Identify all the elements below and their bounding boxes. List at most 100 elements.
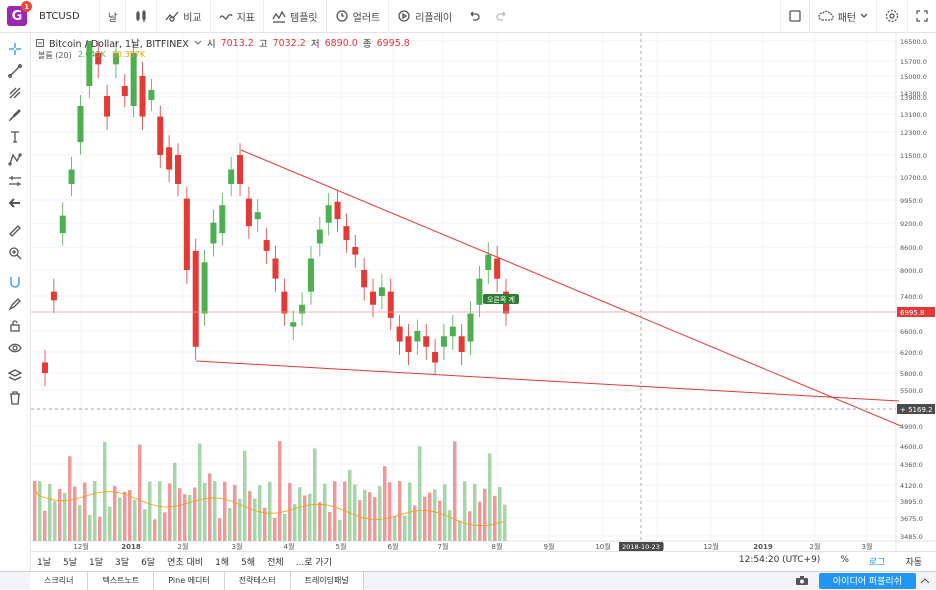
redo-button[interactable] xyxy=(488,0,516,33)
replay-icon xyxy=(398,10,410,22)
delete-tool[interactable] xyxy=(5,389,25,407)
volume-value: 2.043K xyxy=(77,50,106,59)
replay-button[interactable]: 리플레이 xyxy=(388,0,460,33)
alerts-button[interactable]: 얼러트 xyxy=(325,0,389,33)
trash-icon xyxy=(10,391,20,405)
chevron-down-icon[interactable] xyxy=(194,40,202,46)
publish-idea-button[interactable]: 아이디어 퍼블리쉬 xyxy=(818,572,916,589)
volume-bar xyxy=(63,493,67,541)
volume-bar xyxy=(273,517,277,541)
volume-bar xyxy=(123,491,127,541)
percent-toggle[interactable]: % xyxy=(840,555,849,565)
volume-bar xyxy=(148,481,152,541)
templates-label: 템플릿 xyxy=(290,12,318,24)
templates-button[interactable]: 템플릿 xyxy=(263,0,326,33)
volume-bar xyxy=(478,501,482,541)
undo-button[interactable] xyxy=(460,0,488,33)
compare-button[interactable]: 비교 xyxy=(156,0,209,33)
brush-tool[interactable] xyxy=(5,106,25,124)
log-toggle[interactable]: 로그 xyxy=(868,558,886,568)
pattern-button[interactable]: 패턴 xyxy=(808,0,876,33)
undo-icon xyxy=(470,11,480,21)
candle-body xyxy=(352,247,359,255)
price-tick-label: 5500.0 xyxy=(900,387,923,395)
time-tick-label: 6월 xyxy=(388,542,399,551)
crosshair-tool[interactable] xyxy=(5,40,25,58)
volume-bar xyxy=(298,487,302,541)
pattern-tool[interactable] xyxy=(5,150,25,168)
symbol-search[interactable]: BTCUSD xyxy=(39,10,80,22)
range-button-8[interactable]: 전체 xyxy=(267,558,284,568)
price-tick-label: 13900.0 xyxy=(900,94,927,102)
candle-body xyxy=(361,270,368,288)
magnet-tool[interactable] xyxy=(5,273,25,291)
series-legend: Bitcoin / Dollar, 1날, BITFINEX 시 7013.2 고… xyxy=(36,36,410,50)
pitchfork-tool[interactable] xyxy=(5,84,25,102)
candle-body xyxy=(414,331,421,342)
volume-bar xyxy=(308,493,312,541)
candle-body xyxy=(334,201,341,220)
text-tool[interactable] xyxy=(5,128,25,146)
notification-badge: 1 xyxy=(21,1,32,12)
bottom-panel-bar: 스크리너 텍스트노트 Pine 에디터 전략테스터 트레이딩패널 아이디어 퍼블리쉬 xyxy=(0,571,936,590)
range-button-7[interactable]: 5해 xyxy=(241,558,256,568)
range-button-5[interactable]: 연초 대비 xyxy=(167,558,204,568)
price-tick-label: 15000.0 xyxy=(900,73,927,81)
volume-ma-line xyxy=(32,482,504,527)
bottom-tab-3[interactable]: 전략테스터 xyxy=(224,571,291,590)
volume-bar xyxy=(443,484,447,541)
trendline-tool[interactable] xyxy=(5,62,25,80)
volume-bar xyxy=(418,446,422,541)
object-tree-tool[interactable] xyxy=(5,367,25,385)
prediction-tool[interactable] xyxy=(5,172,25,190)
bottom-tab-2[interactable]: Pine 에디터 xyxy=(154,571,225,590)
gear-icon xyxy=(885,9,899,23)
interval-button[interactable]: 날 xyxy=(99,0,125,33)
candle-body xyxy=(174,155,181,185)
camera-icon[interactable] xyxy=(795,575,809,586)
volume-bar xyxy=(358,500,362,541)
range-button-6[interactable]: 1해 xyxy=(215,558,230,568)
lock-tool[interactable] xyxy=(5,317,25,335)
bottom-tab-1[interactable]: 텍스트노트 xyxy=(88,571,155,590)
candle-body xyxy=(254,212,261,220)
collapse-icon[interactable] xyxy=(36,39,44,47)
candle-body xyxy=(476,278,483,305)
measure-tool[interactable] xyxy=(5,222,25,240)
volume-legend: 볼륨 (20) 2.043K 30.357K xyxy=(38,50,145,61)
chart-style-button[interactable] xyxy=(125,0,156,33)
volume-bar xyxy=(323,483,327,541)
range-button-1[interactable]: 5날 xyxy=(63,558,78,568)
range-button-3[interactable]: 3달 xyxy=(115,558,130,568)
volume-bar xyxy=(143,509,147,541)
candle-body xyxy=(157,116,164,155)
range-button-0[interactable]: 1날 xyxy=(37,558,52,568)
chevron-up-icon[interactable] xyxy=(920,577,930,585)
visibility-tool[interactable] xyxy=(5,339,25,357)
range-button-2[interactable]: 1달 xyxy=(89,558,104,568)
volume-bar xyxy=(348,469,352,541)
settings-button[interactable] xyxy=(876,0,907,33)
volume-bar xyxy=(98,516,102,541)
stay-drawing-tool[interactable] xyxy=(5,295,25,313)
goto-button[interactable]: ...로 가기 xyxy=(295,558,332,568)
bottom-tab-0[interactable]: 스크리너 xyxy=(30,571,89,590)
zoom-tool[interactable] xyxy=(5,244,25,262)
fullscreen-button[interactable] xyxy=(907,0,936,33)
bottom-tab-4[interactable]: 트레이딩패널 xyxy=(290,571,364,590)
price-tick-label: 6200.0 xyxy=(900,349,923,357)
auto-toggle[interactable]: 자동 xyxy=(905,558,922,568)
candle-body xyxy=(42,362,48,373)
range-button-4[interactable]: 6달 xyxy=(141,558,156,568)
chart-area[interactable]: 16500.0 15700.0 15000.0 14300.0 13900.0 13100… xyxy=(31,33,936,551)
time-tick-label: 5월 xyxy=(336,542,347,551)
volume-bar xyxy=(248,491,252,541)
volume-bar xyxy=(43,510,47,541)
last-price-badge xyxy=(897,307,935,317)
volume-bar xyxy=(258,485,262,541)
back-tool[interactable] xyxy=(5,194,25,212)
indicators-button[interactable]: 지표 xyxy=(209,0,263,33)
layout-button[interactable] xyxy=(779,0,809,33)
